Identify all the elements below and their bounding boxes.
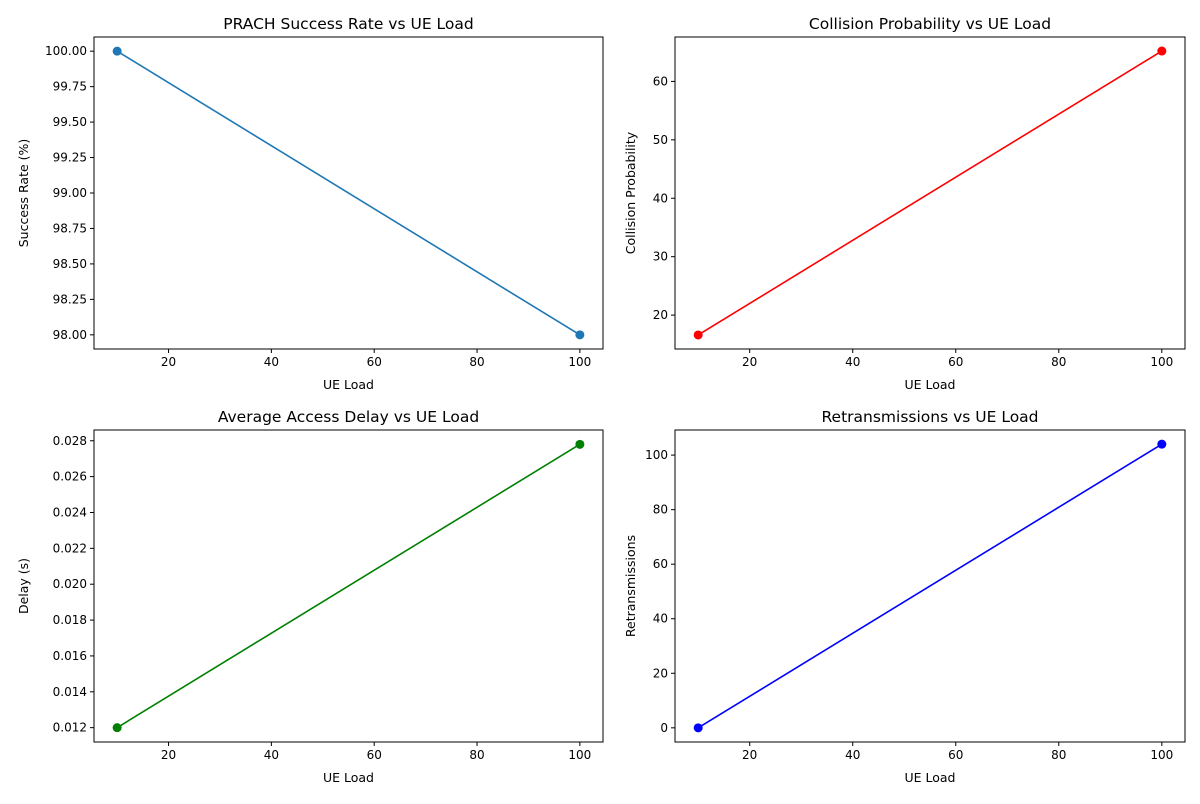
y-axis-label: Success Rate (%) [16, 139, 31, 248]
y-tick-label: 99.00 [53, 186, 87, 200]
axes-frame [93, 429, 604, 743]
y-tick-label: 0.012 [53, 721, 87, 735]
y-tick-label: 20 [653, 666, 668, 680]
y-tick-label: 0.014 [53, 685, 87, 699]
x-tick-label: 20 [742, 355, 757, 369]
data-point [1157, 46, 1167, 56]
y-axis-label: Retransmissions [623, 535, 638, 637]
x-tick-label: 60 [948, 748, 963, 762]
x-tick-label: 20 [161, 355, 176, 369]
x-tick-label: 60 [367, 748, 382, 762]
x-tick-label: 100 [568, 748, 591, 762]
x-tick-label: 20 [161, 748, 176, 762]
x-tick-label: 60 [948, 355, 963, 369]
chart-panel-2: 20 40 60 80 100 20 30 40 50 60 Collision Probabili… [623, 15, 1186, 392]
data-point [1157, 439, 1167, 449]
y-tick-label: 40 [653, 612, 668, 626]
x-tick-label: 100 [1150, 748, 1173, 762]
x-tick-label: 80 [1051, 748, 1066, 762]
x-axis-label: UE Load [323, 770, 374, 785]
y-axis-label: Collision Probability [623, 131, 638, 254]
chart-title: Average Access Delay vs UE Load [218, 408, 479, 426]
x-tick-label: 40 [845, 355, 860, 369]
data-point [693, 330, 703, 340]
axes-frame [674, 429, 1186, 743]
series-line [697, 50, 1163, 336]
chart-title: PRACH Success Rate vs UE Load [223, 15, 473, 33]
y-tick-label: 98.00 [53, 328, 87, 342]
chart-panel-4: 20 40 60 80 100 0 20 40 60 80 100 Retransmissions v… [623, 408, 1186, 785]
chart-panel-1: 20 40 60 80 100 98.00 98.25 98.50 98.75 99.00 99.2… [16, 15, 604, 392]
y-tick-label: 0.022 [53, 541, 87, 555]
y-tick-label: 100 [645, 448, 668, 462]
y-tick-label: 60 [653, 74, 668, 88]
data-point [693, 723, 703, 733]
x-tick-label: 40 [845, 748, 860, 762]
y-tick-label: 99.75 [53, 80, 87, 94]
x-axis-label: UE Load [904, 770, 955, 785]
series-line [116, 443, 581, 729]
y-tick-label: 50 [653, 133, 668, 147]
data-point [112, 46, 122, 56]
data-point [575, 330, 585, 340]
x-tick-label: 20 [742, 748, 757, 762]
chart-title: Retransmissions vs UE Load [821, 408, 1038, 426]
y-axis-label: Delay (s) [16, 558, 31, 614]
y-tick-label: 98.25 [53, 292, 87, 306]
x-tick-label: 40 [264, 748, 279, 762]
y-tick-label: 0.016 [53, 649, 87, 663]
y-tick-label: 80 [653, 503, 668, 517]
y-tick-label: 0.026 [53, 470, 87, 484]
y-tick-label: 100.00 [45, 44, 87, 58]
y-tick-label: 60 [653, 557, 668, 571]
x-tick-label: 40 [264, 355, 279, 369]
y-tick-label: 0.024 [53, 505, 87, 519]
y-tick-label: 0 [660, 721, 668, 735]
data-point [575, 439, 585, 449]
chart-panel-3: 20 40 60 80 100 0.012 0.014 0.016 0.018 0.020 0.02… [16, 408, 604, 785]
x-tick-label: 80 [1051, 355, 1066, 369]
y-tick-label: 99.25 [53, 151, 87, 165]
x-tick-label: 60 [367, 355, 382, 369]
data-point [112, 723, 122, 733]
y-tick-label: 40 [653, 191, 668, 205]
x-tick-label: 80 [469, 355, 484, 369]
y-tick-label: 0.028 [53, 434, 87, 448]
y-tick-label: 0.020 [53, 577, 87, 591]
y-tick-label: 98.75 [53, 221, 87, 235]
axes-frame [674, 36, 1186, 350]
x-axis-label: UE Load [904, 377, 955, 392]
x-axis-label: UE Load [323, 377, 374, 392]
y-tick-label: 98.50 [53, 257, 87, 271]
y-tick-label: 30 [653, 250, 668, 264]
x-tick-label: 100 [568, 355, 591, 369]
series-line [116, 50, 581, 336]
x-tick-label: 100 [1150, 355, 1173, 369]
chart-title: Collision Probability vs UE Load [809, 15, 1051, 33]
series-line [697, 443, 1163, 729]
y-tick-label: 99.50 [53, 115, 87, 129]
y-tick-label: 20 [653, 308, 668, 322]
y-tick-label: 0.018 [53, 613, 87, 627]
x-tick-label: 80 [469, 748, 484, 762]
